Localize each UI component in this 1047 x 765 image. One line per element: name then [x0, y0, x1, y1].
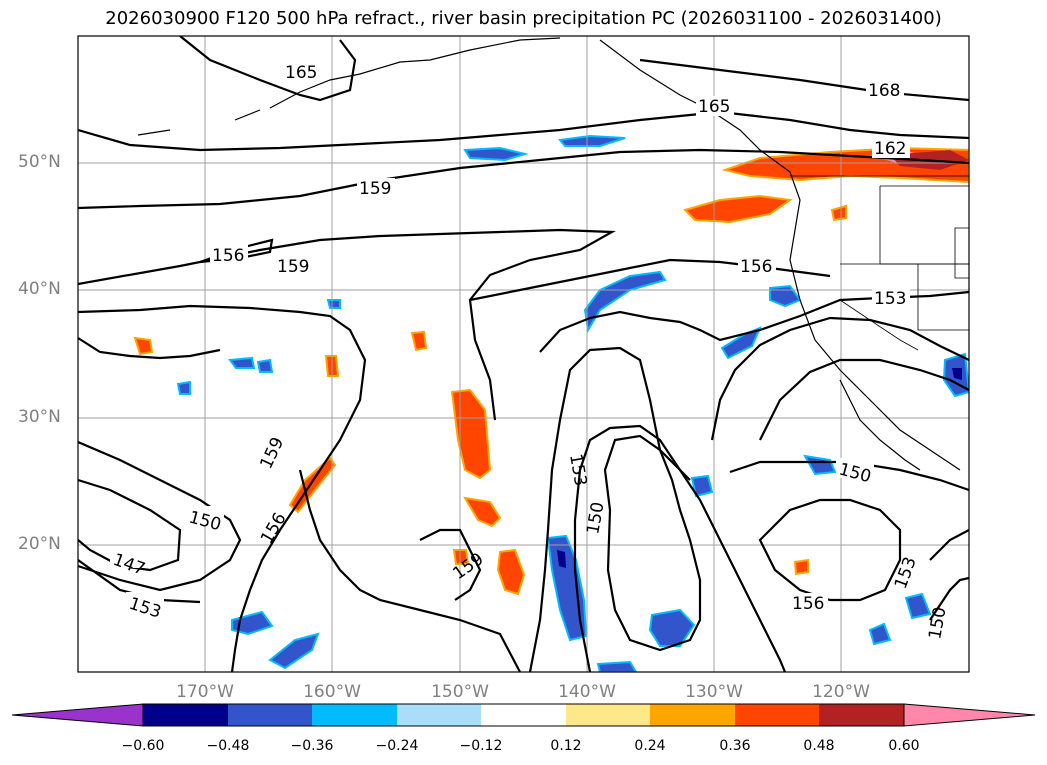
contour-label: 159	[277, 257, 309, 277]
map-frame	[77, 35, 970, 673]
lat-label: 20°N	[18, 534, 61, 554]
lat-label: 40°N	[18, 279, 61, 299]
colorbar-tick-label: −0.24	[375, 738, 419, 754]
contour-label: 153	[891, 554, 921, 591]
contour-label: 168	[868, 81, 900, 101]
refractivity-contours	[78, 36, 969, 672]
colorbar-tick-label: −0.12	[459, 738, 503, 754]
colorbar-tick-label: 0.36	[719, 738, 751, 754]
contour-label: 153	[874, 289, 906, 309]
contour-label: 156	[792, 594, 824, 614]
contour-label: 156	[257, 509, 291, 547]
colorbar-tick-label: −0.36	[290, 738, 334, 754]
contour-label: 150	[925, 605, 950, 640]
colorbar-tick-label: −0.60	[121, 738, 165, 754]
lon-label: 150°W	[431, 682, 489, 702]
lon-label: 130°W	[685, 682, 743, 702]
contour-label: 150	[583, 500, 608, 535]
contour-label: 165	[285, 63, 317, 83]
colorbar-tick-label: 0.24	[634, 738, 666, 754]
colorbar-tick-label: −0.48	[206, 738, 250, 754]
lon-label: 160°W	[303, 682, 361, 702]
map-title: 2026030900 F120 500 hPa refract., river …	[105, 8, 942, 29]
contour-label: 153	[565, 452, 590, 487]
precip-negative	[176, 134, 969, 672]
political-borders	[790, 175, 969, 351]
lon-label: 120°W	[812, 682, 870, 702]
colorbar-tick-label: 0.48	[803, 738, 835, 754]
colorbar-tick-label: 0.12	[550, 738, 582, 754]
lat-label: 30°N	[18, 407, 61, 427]
contour-label: 156	[740, 257, 772, 277]
lat-label: 50°N	[18, 152, 61, 172]
colorbar-tick-label: 0.60	[888, 738, 920, 754]
contour-label: 165	[698, 97, 730, 117]
colorbar	[11, 703, 1036, 727]
contour-label: 159	[359, 179, 391, 199]
lon-label: 140°W	[558, 682, 616, 702]
contour-label: 162	[874, 139, 906, 159]
lon-label: 170°W	[176, 682, 234, 702]
contour-label-group: 165 165 168 162 159 159 156 156 153 159 …	[110, 62, 951, 641]
contour-label: 156	[212, 246, 244, 266]
contour-label: 159	[256, 434, 288, 472]
